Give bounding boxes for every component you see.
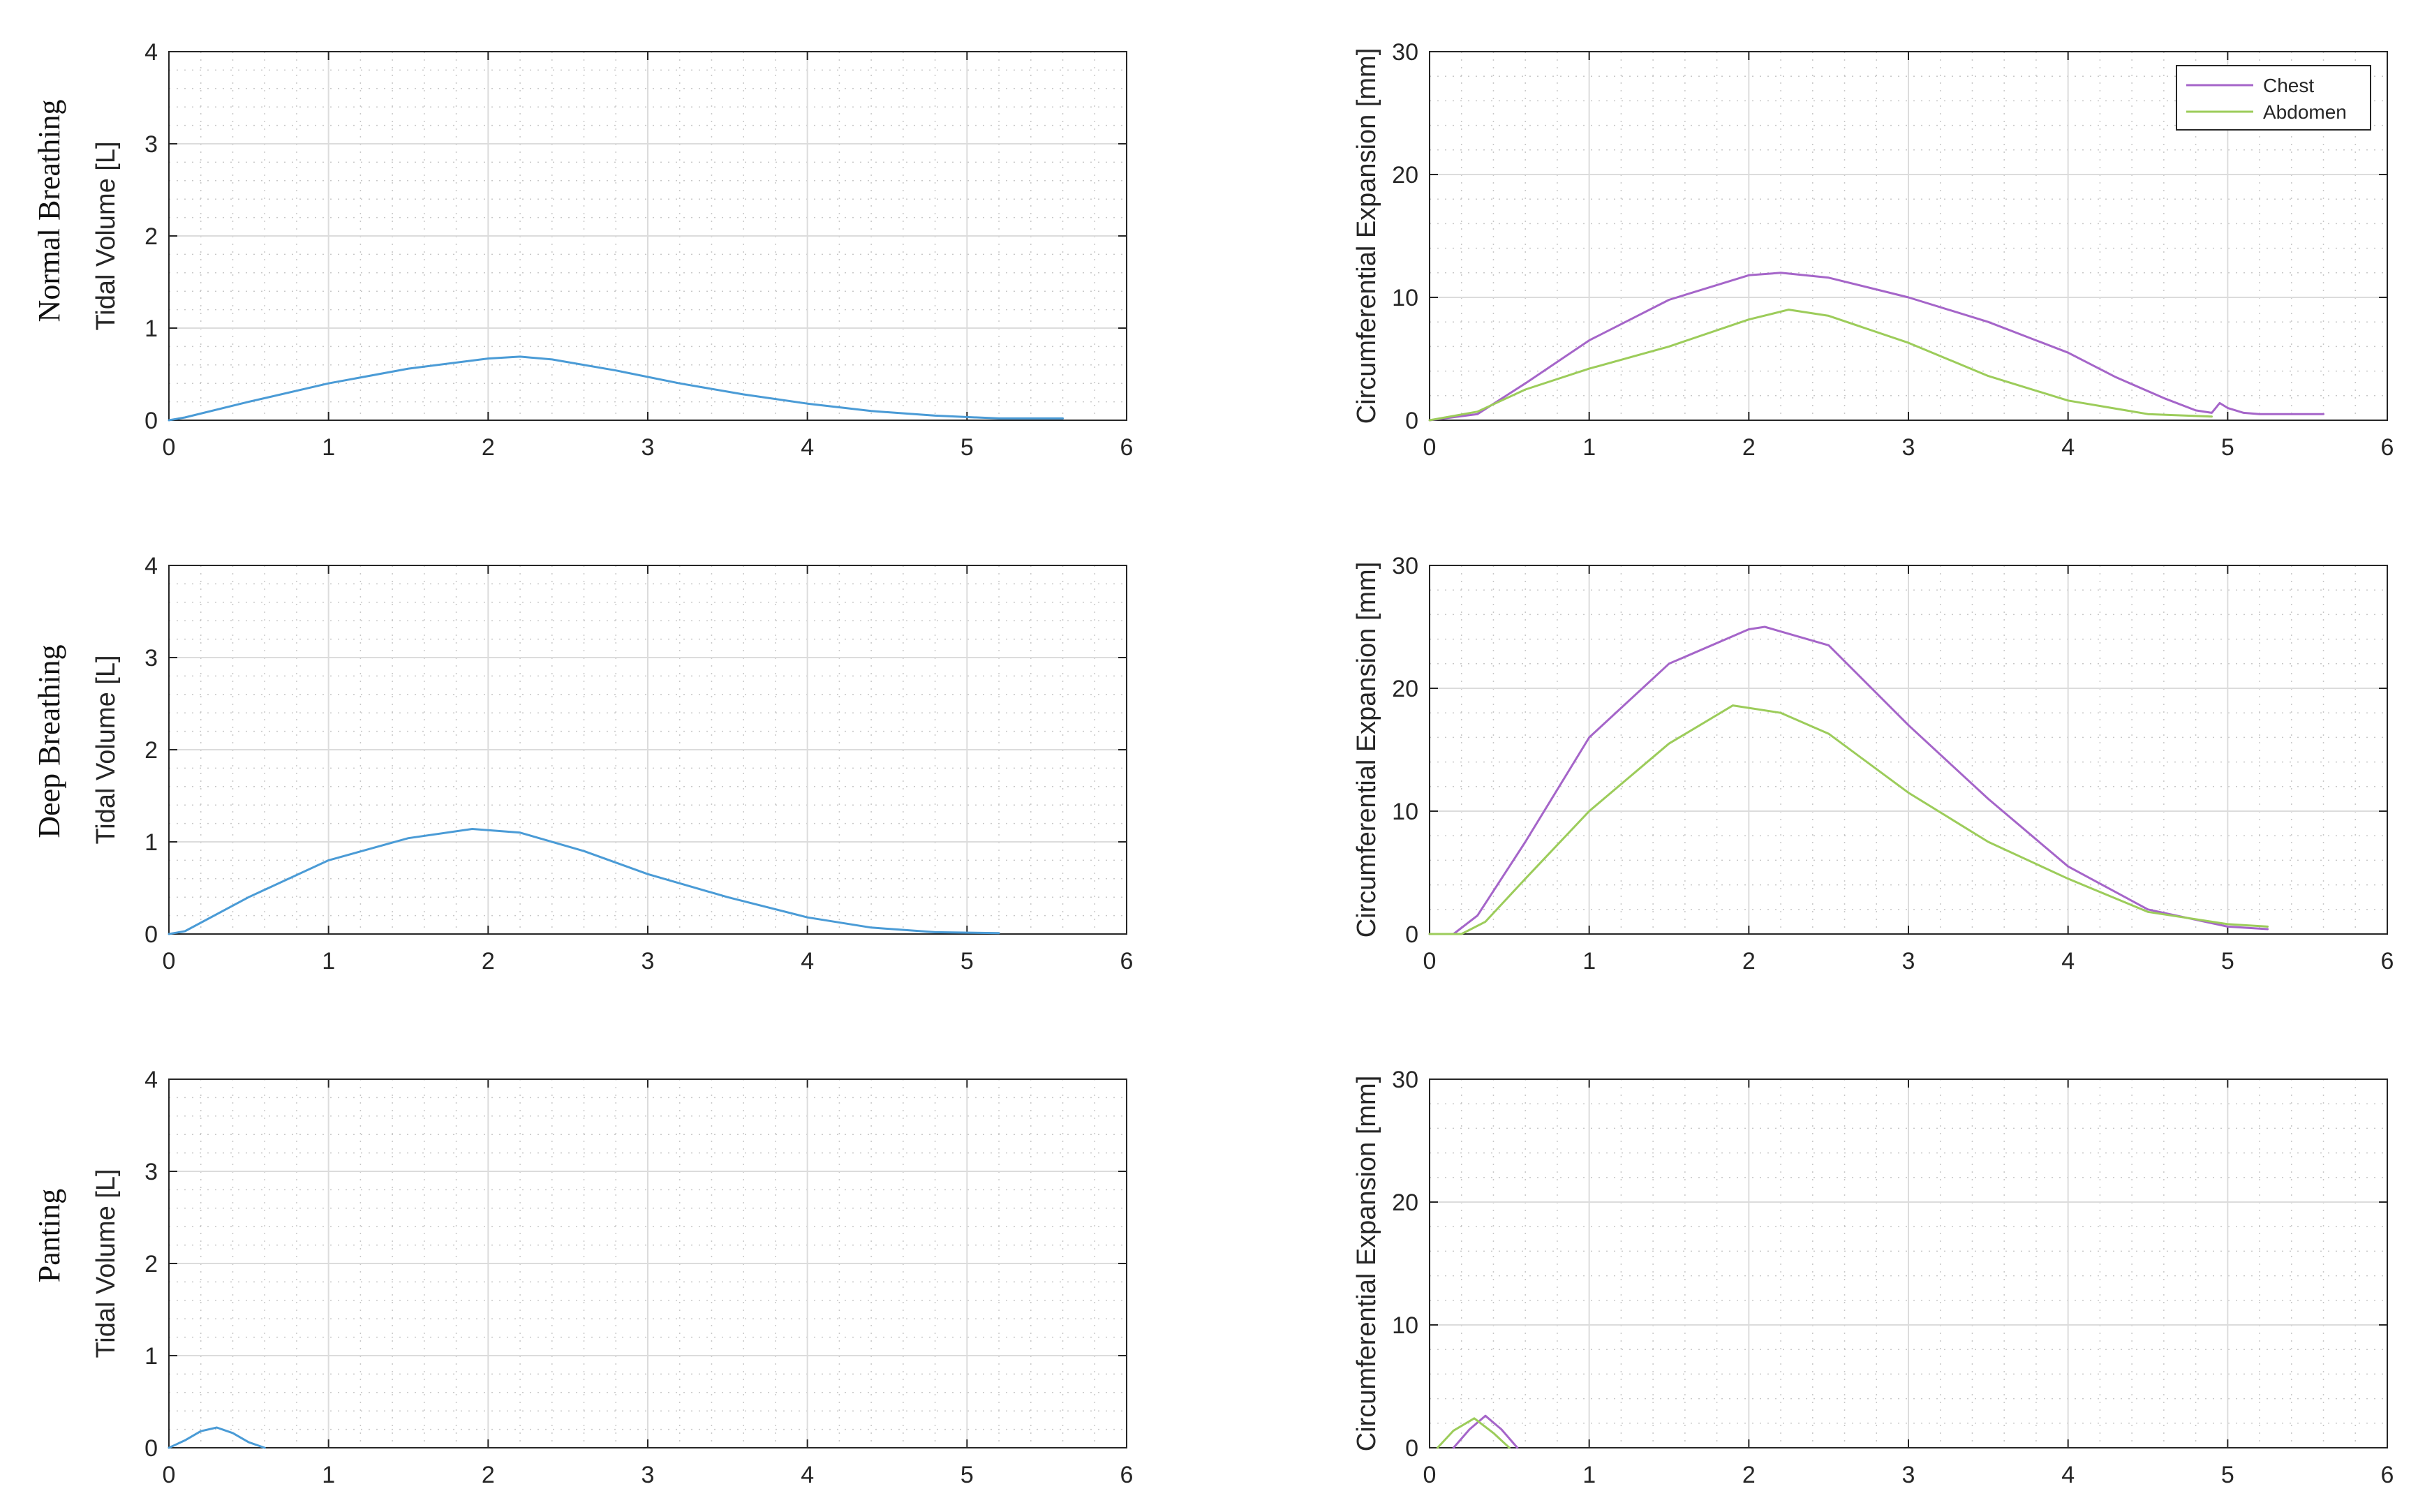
x-tick-label: 5 (2221, 948, 2234, 974)
x-tick-label: 6 (2381, 1462, 2394, 1488)
series-line-volume (168, 828, 1000, 935)
x-tick-label: 0 (163, 434, 176, 461)
x-tick-label: 6 (1120, 1462, 1134, 1488)
y-tick-label: 20 (1392, 162, 1418, 188)
series-line-chest (1428, 272, 2324, 422)
x-tick-label: 3 (641, 948, 655, 974)
chart-panel-5: 0 1 2 3 4 5 6 0 1 2 3 4 Tidal Volume [L] (91, 1067, 1133, 1488)
y-tick-label: 10 (1392, 1312, 1418, 1339)
y-tick-label: 3 (144, 131, 158, 158)
x-tick-label: 1 (322, 434, 335, 461)
y-tick-label: 0 (144, 1435, 158, 1462)
y-tick-label: 0 (1405, 1435, 1418, 1462)
x-tick-label: 3 (1902, 948, 1915, 974)
x-tick-label: 1 (322, 948, 335, 974)
series-line-volume (168, 355, 1064, 422)
y-axis-label: Circumferential Expansion [mm] (1352, 48, 1381, 424)
x-tick-label: 5 (960, 434, 974, 461)
y-tick-label: 3 (144, 1159, 158, 1185)
x-tick-label: 1 (1582, 1462, 1596, 1488)
y-tick-label: 0 (144, 921, 158, 948)
x-tick-label: 2 (1742, 434, 1756, 461)
y-tick-label: 1 (144, 316, 158, 342)
y-axis-label: Tidal Volume [L] (91, 1169, 121, 1358)
x-tick-label: 4 (801, 1462, 814, 1488)
series-line-chest (1428, 625, 2269, 935)
row-label-panting: Panting (32, 1189, 66, 1282)
x-tick-label: 3 (641, 1462, 655, 1488)
legend: Chest Abdomen (2176, 65, 2371, 131)
y-axis-label: Circumferential Expansion [mm] (1352, 1076, 1381, 1452)
x-tick-label: 0 (1423, 948, 1437, 974)
series-line-abdomen (1436, 1417, 1511, 1449)
x-tick-label: 2 (482, 1462, 495, 1488)
y-tick-label: 4 (144, 553, 158, 579)
x-tick-label: 4 (2061, 948, 2075, 974)
x-tick-label: 2 (1742, 1462, 1756, 1488)
x-tick-label: 4 (2061, 1462, 2075, 1488)
row-label-deep-breathing: Deep Breathing (32, 644, 66, 838)
y-axis-label: Tidal Volume [L] (91, 141, 121, 330)
x-tick-label: 5 (2221, 1462, 2234, 1488)
y-tick-label: 0 (144, 408, 158, 434)
x-tick-label: 6 (2381, 948, 2394, 974)
x-tick-label: 5 (2221, 434, 2234, 461)
x-tick-label: 4 (801, 434, 814, 461)
y-tick-label: 10 (1392, 285, 1418, 311)
y-tick-label: 20 (1392, 1189, 1418, 1216)
x-tick-label: 1 (1582, 948, 1596, 974)
x-tick-label: 0 (163, 1462, 176, 1488)
chart-panel-1: 0 1 2 3 4 5 6 0 1 2 3 4 Tidal Volume [L] (91, 39, 1133, 461)
x-tick-label: 4 (801, 948, 814, 974)
x-tick-label: 4 (2061, 434, 2075, 461)
x-tick-label: 1 (1582, 434, 1596, 461)
y-axis-label: Tidal Volume [L] (91, 655, 121, 844)
legend-label-chest: Chest (2263, 75, 2314, 96)
legend-box (2176, 65, 2371, 131)
x-tick-label: 6 (1120, 434, 1134, 461)
y-tick-label: 2 (144, 223, 158, 250)
chart-panel-4: 0 1 2 3 4 5 6 0 10 20 30 Circumferential Expansion … (1352, 553, 2394, 974)
y-tick-label: 1 (144, 829, 158, 856)
legend-label-abdomen: Abdomen (2263, 101, 2347, 123)
chart-panel-3: 0 1 2 3 4 5 6 0 1 2 3 4 Tidal Volume [L] (91, 553, 1133, 974)
y-tick-label: 30 (1392, 1067, 1418, 1093)
series-line-abdomen (1428, 309, 2213, 422)
y-tick-label: 4 (144, 1067, 158, 1093)
x-tick-label: 6 (1120, 948, 1134, 974)
x-tick-label: 5 (960, 1462, 974, 1488)
y-tick-label: 3 (144, 645, 158, 672)
x-tick-label: 2 (482, 434, 495, 461)
y-axis-label: Circumferential Expansion [mm] (1352, 562, 1381, 938)
series-line-abdomen (1428, 704, 2269, 935)
x-tick-label: 0 (1423, 434, 1437, 461)
y-tick-label: 10 (1392, 799, 1418, 825)
x-tick-label: 5 (960, 948, 974, 974)
y-tick-label: 30 (1392, 39, 1418, 66)
x-tick-label: 2 (1742, 948, 1756, 974)
x-tick-label: 1 (322, 1462, 335, 1488)
x-tick-label: 2 (482, 948, 495, 974)
y-tick-label: 4 (144, 39, 158, 66)
series-line-volume (168, 1426, 266, 1449)
x-tick-label: 6 (2381, 434, 2394, 461)
chart-panel-6: 0 1 2 3 4 5 6 0 10 20 30 Circumferential Expansion … (1352, 1067, 2394, 1488)
x-tick-label: 0 (163, 948, 176, 974)
y-tick-label: 0 (1405, 408, 1418, 434)
y-tick-label: 20 (1392, 676, 1418, 702)
series-line-chest (1452, 1414, 1519, 1449)
y-tick-label: 2 (144, 737, 158, 764)
chart-panel-2: 0 1 2 3 4 5 6 0 10 20 30 Circumferential Expansion … (1352, 39, 2394, 461)
y-tick-label: 0 (1405, 921, 1418, 948)
x-tick-label: 3 (1902, 1462, 1915, 1488)
x-tick-label: 3 (1902, 434, 1915, 461)
y-tick-label: 2 (144, 1251, 158, 1277)
x-tick-label: 0 (1423, 1462, 1437, 1488)
x-tick-label: 3 (641, 434, 655, 461)
y-tick-label: 1 (144, 1343, 158, 1370)
row-label-normal-breathing: Normal Breathing (32, 100, 66, 323)
y-tick-label: 30 (1392, 553, 1418, 579)
